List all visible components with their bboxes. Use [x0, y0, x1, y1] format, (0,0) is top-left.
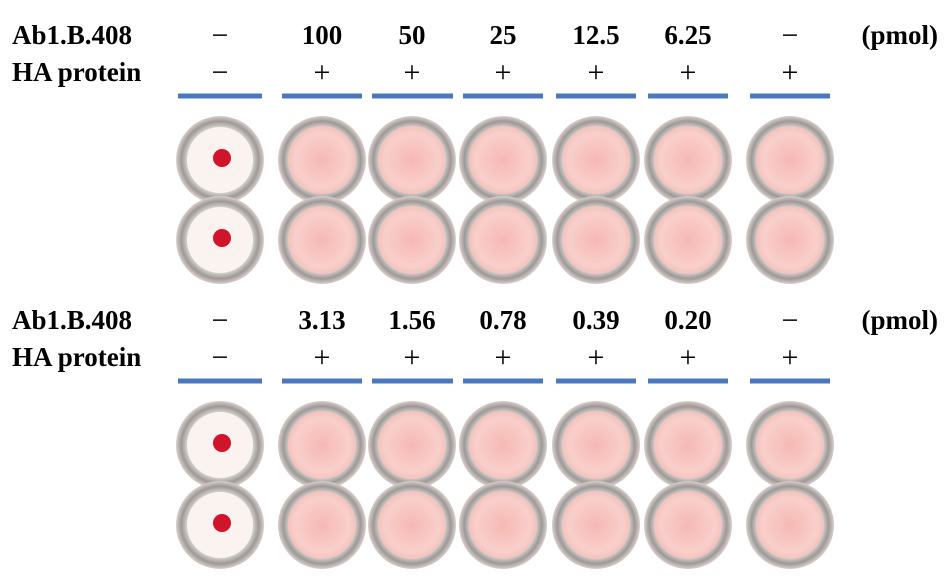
well-bottom [469, 491, 537, 559]
antibody-amount: 0.78 [479, 305, 526, 335]
well-bottom [378, 206, 446, 274]
well-bottom [469, 126, 537, 194]
well-bottom [288, 491, 356, 559]
protein-presence: + [404, 56, 421, 89]
well-bottom [654, 206, 722, 274]
antibody-amount: − [782, 19, 799, 52]
antibody-amount: 3.13 [298, 305, 345, 335]
well-bottom [378, 411, 446, 479]
well-bottom [756, 206, 824, 274]
protein-presence: − [212, 341, 229, 374]
antibody-label: Ab1.B.408 [12, 305, 132, 335]
protein-presence: + [680, 56, 697, 89]
protein-presence: + [314, 56, 331, 89]
antibody-amount: 6.25 [664, 20, 711, 50]
well-bottom [378, 491, 446, 559]
protein-presence: + [495, 341, 512, 374]
rbc-button [213, 149, 231, 167]
well-bottom [469, 206, 537, 274]
well-bottom [654, 411, 722, 479]
well-bottom [288, 206, 356, 274]
protein-label: HA protein [12, 342, 141, 372]
well-bottom [562, 126, 630, 194]
antibody-amount: 0.39 [572, 305, 619, 335]
protein-presence: + [314, 341, 331, 374]
antibody-amount: 50 [399, 20, 426, 50]
well-bottom [654, 126, 722, 194]
rbc-button [213, 434, 231, 452]
rbc-button [213, 514, 231, 532]
well-bottom [756, 491, 824, 559]
well-bottom [562, 206, 630, 274]
well-bottom [756, 126, 824, 194]
antibody-amount: 1.56 [388, 305, 435, 335]
antibody-amount: 0.20 [664, 305, 711, 335]
rbc-button [213, 229, 231, 247]
well-bottom [378, 126, 446, 194]
well-bottom [562, 491, 630, 559]
antibody-amount: − [212, 304, 229, 337]
protein-presence: + [782, 341, 799, 374]
protein-presence: + [588, 56, 605, 89]
protein-presence: + [495, 56, 512, 89]
protein-presence: + [404, 341, 421, 374]
assay-figure: Ab1.B.408 HA protein (pmol) − 100 50 25 12.5 6.2… [0, 0, 948, 587]
protein-presence: + [782, 56, 799, 89]
well-bottom [756, 411, 824, 479]
protein-presence: + [680, 341, 697, 374]
protein-presence: − [212, 56, 229, 89]
antibody-amount: − [212, 19, 229, 52]
unit-label: (pmol) [862, 305, 939, 335]
well-bottom [469, 411, 537, 479]
antibody-amount: 25 [490, 20, 517, 50]
antibody-label: Ab1.B.408 [12, 20, 132, 50]
protein-presence: + [588, 341, 605, 374]
well-bottom [562, 411, 630, 479]
well-bottom [654, 491, 722, 559]
well-bottom [288, 126, 356, 194]
antibody-amount: − [782, 304, 799, 337]
unit-label: (pmol) [862, 20, 939, 50]
protein-label: HA protein [12, 57, 141, 87]
antibody-amount: 12.5 [572, 20, 619, 50]
antibody-amount: 100 [302, 20, 343, 50]
well-bottom [288, 411, 356, 479]
